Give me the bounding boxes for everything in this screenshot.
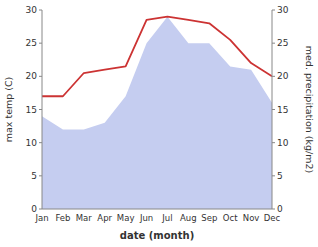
- x-tick-label: Jun: [139, 213, 153, 223]
- x-tick-label: Dec: [264, 213, 281, 223]
- y2-tick-label: 5: [277, 171, 283, 181]
- y-tick-label: 25: [26, 38, 37, 48]
- chart-container: 051015202530051015202530JanFebMarAprMayJ…: [0, 0, 318, 247]
- y2-tick-label: 15: [277, 105, 288, 115]
- y2-tick: [272, 109, 275, 110]
- x-axis-line: [42, 209, 272, 210]
- y-tick-label: 30: [26, 5, 38, 15]
- x-tick-label: Feb: [55, 213, 70, 223]
- y2-tick-label: 20: [277, 71, 289, 81]
- y-tick: [39, 175, 42, 176]
- y2-tick-label: 30: [277, 5, 289, 15]
- y-tick-label: 5: [31, 171, 37, 181]
- x-tick-label: May: [117, 213, 135, 223]
- y-tick-label: 15: [26, 105, 37, 115]
- x-tick-label: Mar: [76, 213, 93, 223]
- y-tick: [39, 209, 42, 210]
- y-tick: [39, 109, 42, 110]
- y2-axis-label: med. precipitation (kg/m2): [304, 46, 315, 173]
- precip-area: [42, 17, 272, 209]
- x-tick-label: Aug: [180, 213, 197, 223]
- y2-tick: [272, 43, 275, 44]
- y-tick-label: 10: [26, 138, 38, 148]
- y2-tick: [272, 142, 275, 143]
- x-tick-label: Oct: [223, 213, 238, 223]
- y2-tick: [272, 76, 275, 77]
- y-axis-label: max temp (C): [3, 77, 14, 143]
- chart: 051015202530051015202530JanFebMarAprMayJ…: [0, 0, 318, 247]
- x-tick-label: Jan: [34, 213, 48, 223]
- x-axis-label: date (month): [120, 230, 194, 241]
- y2-tick-label: 10: [277, 138, 289, 148]
- y2-tick: [272, 209, 275, 210]
- y-tick: [39, 142, 42, 143]
- y-tick-label: 20: [26, 71, 38, 81]
- temp-line: [42, 17, 272, 97]
- x-tick-label: Apr: [97, 213, 112, 223]
- y-tick: [39, 10, 42, 11]
- x-tick-label: Jul: [161, 213, 172, 223]
- y2-tick-label: 25: [277, 38, 288, 48]
- y-tick: [39, 43, 42, 44]
- plot-area: [42, 17, 272, 209]
- x-tick-label: Nov: [243, 213, 260, 223]
- y-tick: [39, 76, 42, 77]
- y2-tick: [272, 10, 275, 11]
- y2-tick: [272, 175, 275, 176]
- x-tick-label: Sep: [201, 213, 217, 223]
